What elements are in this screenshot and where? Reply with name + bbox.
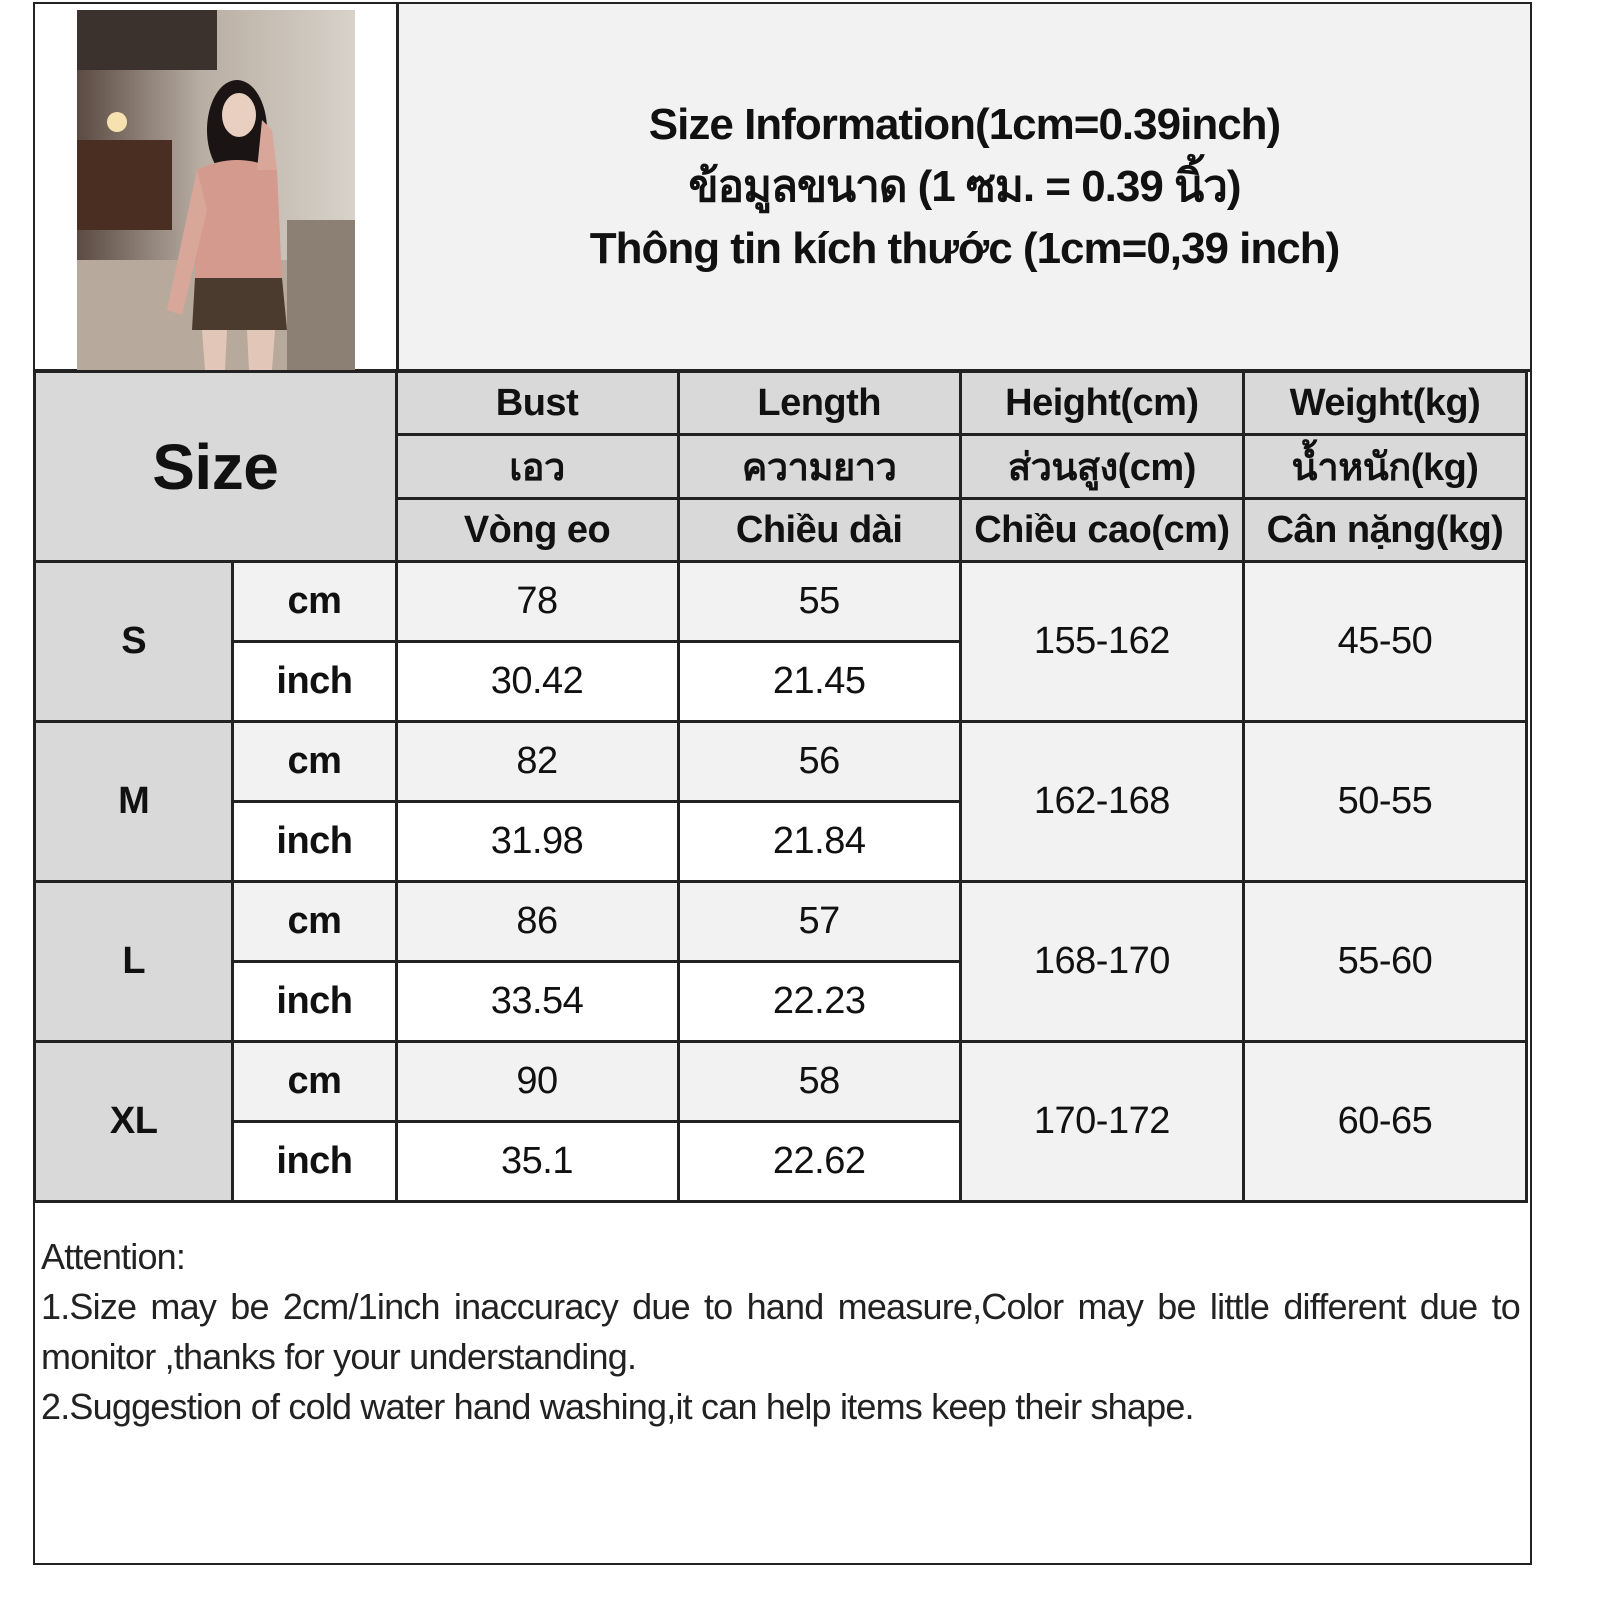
size-chart: Size Information(1cm=0.39inch) ข้อมูลขนา… [32,2,1532,1565]
height-range: 162-168 [958,720,1245,883]
table-row-inch: inch 30.42 21.45 [35,640,1527,723]
col-height: Height(cm) [958,370,1245,436]
table-row-inch: inch 33.54 22.23 [35,960,1527,1043]
length-cm: 56 [676,720,962,803]
col-length: Length [676,370,962,436]
bust-inch: 31.98 [394,800,680,883]
size-label: S [32,560,235,723]
bust-inch: 30.42 [394,640,680,723]
header-row-vietnamese: Vòng eo Chiều dài Chiều cao(cm) Cân nặng… [35,497,1529,563]
attention-note-1: 1.Size may be 2cm/1inch inaccuracy due t… [41,1286,1521,1377]
weight-range: 60-65 [1241,1040,1529,1203]
unit-cm: cm [231,1040,398,1123]
size-label: XL [32,1040,235,1203]
table-row-inch: inch 31.98 21.84 [35,800,1527,883]
table-row-cm: XL cm 90 58 170-172 60-65 [32,1040,1529,1203]
length-inch: 22.23 [676,960,962,1043]
size-header: Size [33,370,398,563]
length-cm: 57 [676,880,962,963]
size-label: L [32,880,235,1043]
attention-note-2: 2.Suggestion of cold water hand washing,… [41,1386,1195,1427]
bust-cm: 78 [394,560,680,643]
bust-cm: 82 [394,720,680,803]
col-bust-vi: Vòng eo [394,497,680,563]
unit-inch: inch [231,800,398,883]
attention-notes: Attention: 1.Size may be 2cm/1inch inacc… [41,1232,1521,1432]
unit-cm: cm [231,560,398,643]
attention-heading: Attention: [41,1236,186,1277]
header-row-thai: เอว ความยาว ส่วนสูง(cm) น้ำหนัก(kg) [35,433,1529,500]
bust-cm: 86 [394,880,680,963]
unit-cm: cm [231,880,398,963]
bust-inch: 33.54 [394,960,680,1043]
bust-cm: 90 [394,1040,680,1123]
col-length-vi: Chiều dài [676,497,962,563]
unit-cm: cm [231,720,398,803]
title-english: Size Information(1cm=0.39inch) [648,99,1281,149]
size-information-title: Size Information(1cm=0.39inch) ข้อมูลขนา… [399,4,1530,369]
bust-inch: 35.1 [394,1120,680,1203]
col-weight: Weight(kg) [1241,370,1529,436]
height-range: 155-162 [958,560,1245,723]
unit-inch: inch [231,960,398,1043]
size-label: M [32,720,235,883]
col-weight-vi: Cân nặng(kg) [1241,497,1529,563]
chart-header: Size Information(1cm=0.39inch) ข้อมูลขนา… [35,4,1530,372]
title-vietnamese: Thông tin kích thước (1cm=0,39 inch) [589,223,1341,273]
col-bust: Bust [394,370,680,436]
weight-range: 50-55 [1241,720,1529,883]
col-length-thai: ความยาว [676,433,962,500]
header-row-english: Size Bust Length Height(cm) Weight(kg) [33,370,1529,563]
height-range: 170-172 [958,1040,1245,1203]
col-height-vi: Chiều cao(cm) [958,497,1245,563]
product-photo-cell [35,4,399,370]
weight-range: 55-60 [1241,880,1529,1043]
col-bust-thai: เอว [394,433,680,500]
length-cm: 58 [676,1040,962,1123]
size-table: Size Bust Length Height(cm) Weight(kg) เ… [32,370,1529,1203]
length-inch: 21.84 [676,800,962,883]
unit-inch: inch [231,640,398,723]
length-inch: 22.62 [676,1120,962,1203]
height-range: 168-170 [958,880,1245,1043]
title-thai: ข้อมูลขนาด (1 ซม. = 0.39 นิ้ว) [688,161,1241,211]
product-photo [77,10,355,370]
col-height-thai: ส่วนสูง(cm) [958,433,1245,500]
unit-inch: inch [231,1120,398,1203]
length-cm: 55 [676,560,962,643]
weight-range: 45-50 [1241,560,1529,723]
table-row-inch: inch 35.1 22.62 [35,1120,1527,1203]
length-inch: 21.45 [676,640,962,723]
col-weight-thai: น้ำหนัก(kg) [1241,433,1529,500]
